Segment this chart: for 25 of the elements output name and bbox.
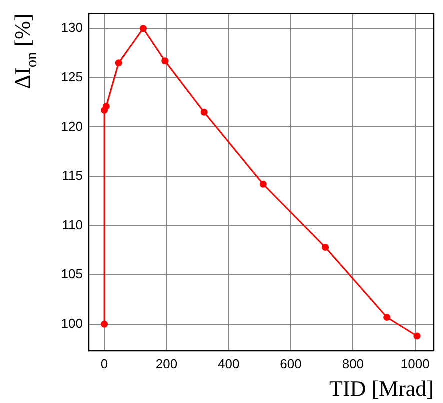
x-tick-label: 1000 — [400, 356, 430, 372]
x-tick-label: 800 — [342, 356, 364, 372]
point — [200, 108, 208, 116]
point — [414, 332, 421, 340]
y-tick-label: 105 — [61, 266, 83, 282]
y-tick-label: 100 — [61, 316, 83, 331]
x-axis-title: TID [Mrad] — [330, 376, 434, 401]
point — [260, 180, 267, 188]
point — [102, 102, 110, 110]
y-tick-label: 110 — [62, 217, 83, 232]
point — [115, 60, 122, 67]
point — [162, 58, 169, 65]
y-tick-label: 115 — [62, 168, 83, 184]
y-tick-label: 120 — [61, 118, 83, 134]
x-tick-label: 200 — [156, 356, 178, 372]
x-tick-label: 600 — [280, 356, 302, 372]
x-tick-label: 400 — [218, 356, 240, 372]
y-axis-title: ΔIon [%] — [10, 14, 41, 90]
y-tick-label: 125 — [61, 69, 83, 84]
x-tick-label: 0 — [100, 356, 108, 372]
point — [140, 25, 147, 32]
point — [101, 320, 108, 328]
point — [384, 314, 391, 321]
y-tick-label: 130 — [61, 20, 83, 36]
point — [322, 244, 330, 251]
